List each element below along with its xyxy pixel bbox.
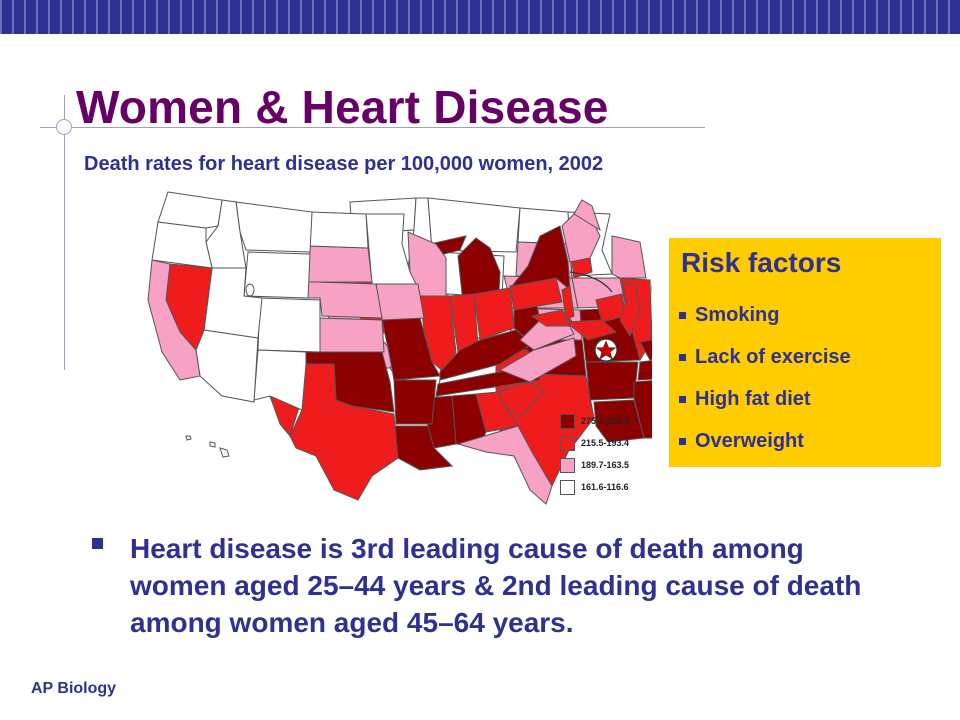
state-oregon-full (151, 221, 213, 269)
legend-swatch (560, 413, 575, 429)
risk-factor-label: Smoking (695, 303, 780, 326)
square-bullet-icon (679, 437, 686, 445)
risk-factor-item: Smoking (679, 294, 851, 336)
state-colorado-full (257, 297, 321, 353)
square-bullet-icon (679, 395, 686, 403)
inset-arrow (569, 271, 613, 293)
legend-label: 275.5-219.3 (581, 416, 630, 426)
risk-factor-label: High fat diet (695, 387, 811, 410)
legend-row: 275.5-219.3 (560, 410, 650, 432)
slide-subtitle: Death rates for heart disease per 100,00… (84, 153, 604, 175)
inset-maryland (564, 319, 618, 341)
guide-circle-icon (56, 119, 72, 135)
footer-label: AP Biology (31, 680, 117, 697)
main-bullet-text: Heart disease is 3rd leading cause of de… (130, 533, 862, 638)
state-idaho-full (205, 199, 247, 269)
great-salt-lake (245, 283, 255, 297)
risk-factor-label: Lack of exercise (695, 345, 851, 368)
square-bullet-icon (679, 353, 686, 361)
state-kansas-full (317, 317, 385, 353)
risk-factor-label: Overweight (695, 429, 804, 452)
risk-factor-item: High fat diet (679, 378, 851, 420)
risk-factor-item: Lack of exercise (679, 336, 851, 378)
square-bullet-icon (679, 311, 686, 319)
risk-factor-item: Overweight (679, 420, 851, 462)
mid-atlantic-inset (564, 281, 641, 341)
state-washington-full (157, 191, 223, 229)
legend-label: 215.5-193.4 (581, 438, 630, 448)
alaska-hawaii (185, 435, 230, 458)
inset-new-jersey (619, 281, 641, 338)
state-connecticut-ri (571, 257, 593, 279)
legend-row: 215.5-193.4 (560, 432, 650, 454)
state-new-jersey (561, 285, 575, 321)
square-bullet-icon (92, 538, 103, 549)
legend-row: 161.6-116.6 (560, 476, 650, 498)
state-california-full (147, 259, 201, 381)
state-tennessee (637, 360, 652, 381)
state-iowa-full (375, 283, 425, 321)
state-louisiana (593, 399, 645, 443)
state-mississippi (633, 380, 652, 439)
risk-factors-box: Risk factors Smoking Lack of exercise Hi… (669, 238, 941, 467)
state-montana (427, 197, 521, 253)
state-north-dakota-full (309, 211, 369, 249)
banner-pattern (0, 0, 960, 34)
legend-label: 161.6-116.6 (581, 482, 629, 492)
state-south-dakota-full (307, 245, 373, 283)
eastern-states (633, 285, 652, 439)
state-new-york-full (510, 225, 571, 292)
vertical-guide-line (64, 95, 65, 370)
main-bullet-point: Heart disease is 3rd leading cause of de… (92, 530, 912, 641)
state-texas-full (289, 363, 399, 501)
state-new-england-upper (573, 199, 601, 232)
state-hawaii (185, 435, 230, 458)
map-legend: 275.5-219.3 215.5-193.4 189.7-163.5 161.… (560, 410, 650, 498)
legend-swatch (560, 435, 575, 451)
state-arizona-full (195, 329, 259, 403)
title-guide-line (40, 127, 705, 128)
state-montana-full (235, 201, 313, 253)
top-banner (0, 0, 960, 34)
risk-factors-list: Smoking Lack of exercise High fat diet O… (679, 294, 851, 462)
legend-swatch (560, 457, 575, 473)
legend-label: 189.7-163.5 (581, 460, 630, 470)
state-wisconsin (611, 235, 647, 279)
state-north-carolina-full (498, 337, 577, 383)
dc-star-marker (594, 338, 618, 362)
state-arkansas-full (393, 379, 437, 425)
risk-factors-title: Risk factors (681, 247, 842, 278)
legend-row: 189.7-163.5 (560, 454, 650, 476)
slide-title: Women & Heart Disease (76, 81, 609, 133)
legend-swatch (560, 479, 575, 495)
state-florida-full (456, 425, 553, 505)
state-kentucky (639, 339, 652, 361)
